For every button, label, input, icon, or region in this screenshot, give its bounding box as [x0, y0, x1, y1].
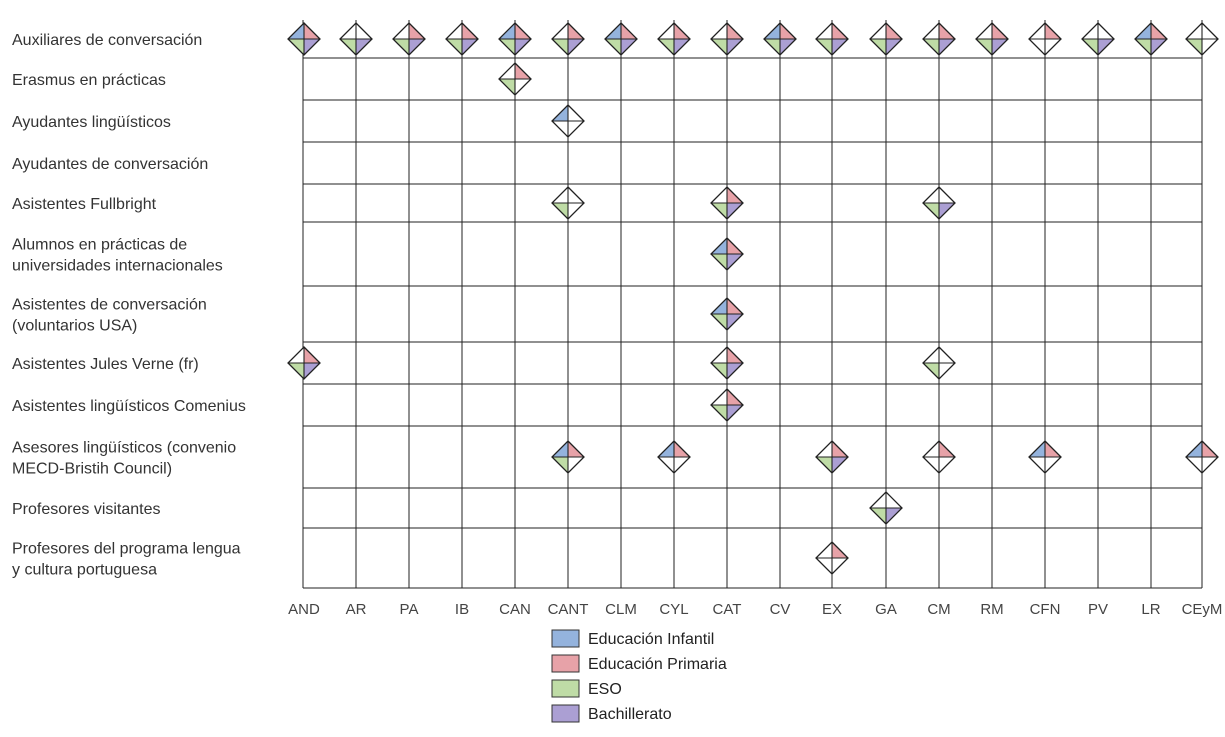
- marker-ga-row-10: [869, 491, 903, 525]
- marker-ex-row-11: [815, 541, 849, 575]
- row-label: Profesores del programa lengua: [12, 541, 241, 558]
- marker-ga-row-0: [869, 22, 903, 56]
- marker-cm-row-9: [922, 440, 956, 474]
- row-label: Asistentes Fullbright: [12, 196, 157, 213]
- row-label: MECD-Bristih Council): [12, 461, 172, 478]
- legend-item-eso: ESO: [551, 679, 622, 698]
- marker-cant-row-4: [551, 186, 585, 220]
- column-label-rm: RM: [980, 601, 1003, 618]
- marker-cm-row-0: [922, 22, 956, 56]
- row-label: Profesores visitantes: [12, 501, 161, 518]
- column-label-ar: AR: [346, 601, 367, 618]
- marker-cat-row-8: [710, 388, 744, 422]
- column-label-cm: CM: [927, 601, 950, 618]
- marker-rm-row-0: [975, 22, 1009, 56]
- marker-ex-row-0: [815, 22, 849, 56]
- marker-ar-row-0: [339, 22, 373, 56]
- marker-cant-row-2: [551, 104, 585, 138]
- marker-cat-row-5: [710, 237, 744, 271]
- row-label: (voluntarios USA): [12, 318, 137, 335]
- row-label: y cultura portuguesa: [12, 562, 157, 579]
- column-label-can: CAN: [499, 601, 531, 618]
- marker-clm-row-0: [604, 22, 638, 56]
- marker-cm-row-7: [922, 346, 956, 380]
- legend-swatch-bachillerato: [551, 704, 580, 723]
- row-label: Asistentes de conversación: [12, 297, 207, 314]
- column-label-clm: CLM: [605, 601, 637, 618]
- marker-and-row-7: [287, 346, 321, 380]
- legend-item-primaria: Educación Primaria: [551, 654, 727, 673]
- legend-label-infantil: Educación Infantil: [588, 631, 714, 648]
- legend-label-bachillerato: Bachillerato: [588, 706, 672, 723]
- marker-can-row-1: [498, 62, 532, 96]
- row-label: universidades internacionales: [12, 258, 223, 275]
- marker-cat-row-4: [710, 186, 744, 220]
- column-label-ib: IB: [455, 601, 469, 618]
- column-label-lr: LR: [1141, 601, 1160, 618]
- column-label-pa: PA: [400, 601, 419, 618]
- legend-label-primaria: Educación Primaria: [588, 656, 727, 673]
- marker-and-row-0: [287, 22, 321, 56]
- level-markers: [287, 22, 1219, 575]
- marker-cat-row-6: [710, 297, 744, 331]
- row-label: Asistentes lingüísticos Comenius: [12, 398, 246, 415]
- column-label-pv: PV: [1088, 601, 1108, 618]
- column-label-ga: GA: [875, 601, 897, 618]
- legend-swatch-eso: [551, 679, 580, 698]
- marker-cant-row-9: [551, 440, 585, 474]
- column-labels: AND AR PA IB CAN CANT CLM CYL CAT CV EX GA CM RM CFN PV…: [288, 601, 1222, 618]
- marker-cyl-row-9: [657, 440, 691, 474]
- legend-item-infantil: Educación Infantil: [551, 629, 714, 648]
- row-label: Asistentes Jules Verne (fr): [12, 356, 199, 373]
- row-label: Asesores lingüísticos (convenio: [12, 440, 236, 457]
- column-label-cyl: CYL: [659, 601, 688, 618]
- marker-cat-row-7: [710, 346, 744, 380]
- marker-ceym-row-9: [1185, 440, 1219, 474]
- marker-pa-row-0: [392, 22, 426, 56]
- row-label: Ayudantes de conversación: [12, 156, 208, 173]
- column-label-cant: CANT: [548, 601, 589, 618]
- column-label-ceym: CEyM: [1182, 601, 1223, 618]
- marker-ex-row-9: [815, 440, 849, 474]
- marker-cm-row-4: [922, 186, 956, 220]
- row-labels: Auxiliares de conversación Erasmus en prá…: [12, 32, 246, 579]
- column-label-ex: EX: [822, 601, 842, 618]
- legend: Educación Infantil Educación Primaria ESO B…: [551, 629, 727, 723]
- marker-cfn-row-9: [1028, 440, 1062, 474]
- marker-ib-row-0: [445, 22, 479, 56]
- marker-can-row-0: [498, 22, 532, 56]
- column-label-and: AND: [288, 601, 320, 618]
- marker-ceym-row-0: [1185, 22, 1219, 56]
- column-label-cfn: CFN: [1030, 601, 1061, 618]
- legend-label-eso: ESO: [588, 681, 622, 698]
- marker-lr-row-0: [1134, 22, 1168, 56]
- legend-swatch-infantil: [551, 629, 580, 648]
- row-label: Erasmus en prácticas: [12, 72, 166, 89]
- row-label: Ayudantes lingüísticos: [12, 114, 171, 131]
- column-label-cv: CV: [770, 601, 791, 618]
- marker-cfn-row-0: [1028, 22, 1062, 56]
- marker-cant-row-0: [551, 22, 585, 56]
- column-label-cat: CAT: [713, 601, 742, 618]
- marker-cat-row-0: [710, 22, 744, 56]
- row-label: Alumnos en prácticas de: [12, 237, 187, 254]
- marker-cyl-row-0: [657, 22, 691, 56]
- row-label: Auxiliares de conversación: [12, 32, 202, 49]
- legend-item-bachillerato: Bachillerato: [551, 704, 672, 723]
- marker-pv-row-0: [1081, 22, 1115, 56]
- table-grid: [302, 20, 1203, 589]
- marker-cv-row-0: [763, 22, 797, 56]
- legend-swatch-primaria: [551, 654, 580, 673]
